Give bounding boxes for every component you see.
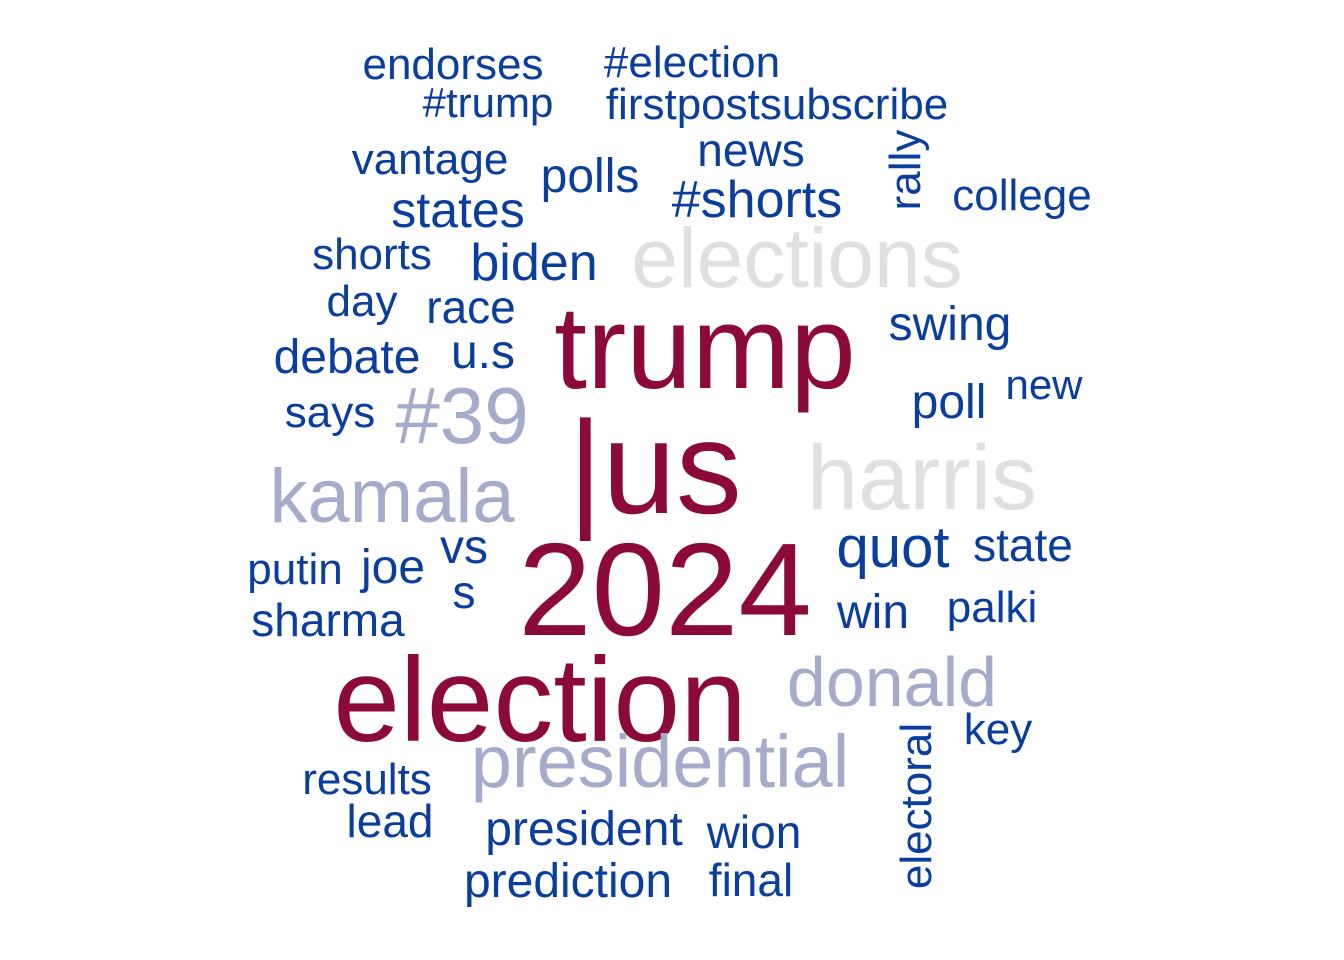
word-harris: harris [806,427,1038,529]
word-shorts: shorts [312,230,432,279]
word-electoral: electoral [892,722,941,890]
word-poll: poll [911,376,987,429]
word-hash-shorts: #shorts [671,171,843,229]
word-key: key [963,705,1033,754]
word-vs: vs [440,521,488,574]
word-s: s [452,566,476,618]
word-says: says [284,388,376,437]
word-us: |us [568,394,742,541]
word-swing: swing [888,298,1012,351]
word-prediction: prediction [463,855,673,908]
word-lead: lead [346,795,434,847]
word-u-s: u.s [450,326,516,379]
word-vantage: vantage [351,135,509,184]
word-new: new [1005,361,1083,408]
word-presidential: presidential [470,720,850,803]
word-putin: putin [247,545,343,594]
word-elections: elections [631,211,963,305]
word-hash-election: #election [603,38,781,87]
word-rally: rally [881,129,930,211]
word-donald: donald [786,643,998,721]
word-biden: biden [470,234,598,292]
word-win: win [836,586,910,639]
word-results: results [302,755,432,804]
word-debate: debate [273,331,421,384]
word-hash-trump: #trump [422,79,554,126]
word-president: president [485,803,683,856]
word-joe: joe [360,541,426,594]
word-final: final [708,854,794,906]
word-palki: palki [946,583,1038,632]
word-news: news [697,124,805,176]
word-election: election [333,633,747,767]
word-2024: 2024 [518,516,812,663]
word-polls: polls [540,150,640,203]
word-kamala: kamala [269,454,515,539]
word-endorses: endorses [362,40,544,89]
word-state: state [973,519,1073,571]
word-trump: trump [554,282,856,414]
word-quot: quot [836,515,950,580]
word-wion: wion [706,806,802,858]
word-day: day [326,277,398,326]
word-firstpostsubscribe: firstpostsubscribe [605,80,949,129]
word-states: states [391,182,525,238]
word-sharma: sharma [251,594,405,646]
word-hash39: #39 [395,371,529,460]
word-college: college [952,171,1092,220]
word-race: race [426,281,516,333]
